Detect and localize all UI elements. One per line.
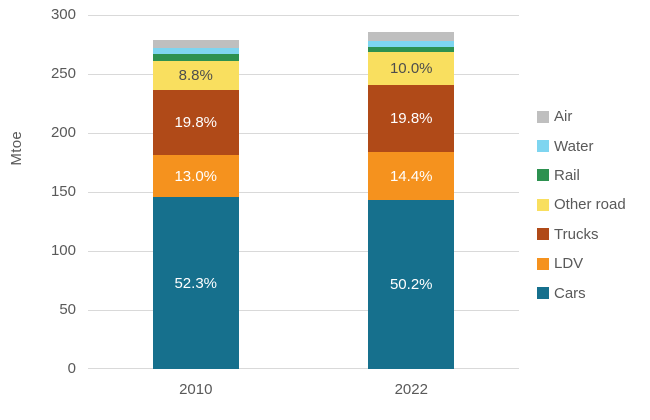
legend-item-air[interactable]: Air <box>537 102 626 131</box>
legend-label: Other road <box>554 196 626 214</box>
segment-percent-label: 10.0% <box>389 60 433 78</box>
y-tick-label-0: 0 <box>67 360 76 377</box>
bar-segment-trucks-2022[interactable]: 19.8% <box>368 85 455 152</box>
plot-area: 0 50 100 150 200 250 300 52.3% 13.0% 19.8% 8.8% 50.… <box>51 6 519 377</box>
legend-swatch-water <box>537 140 549 153</box>
legend-label: Cars <box>554 284 586 302</box>
bar-segment-other-road-2022[interactable]: 10.0% <box>368 51 455 86</box>
y-tick-label-100: 100 <box>50 242 76 259</box>
y-tick-label-200: 200 <box>50 124 76 141</box>
legend-item-ldv[interactable]: LDV <box>537 249 626 278</box>
y-tick-label-50: 50 <box>59 301 76 318</box>
gridline-50 <box>88 309 519 311</box>
bar-segment-water-2010[interactable] <box>152 47 239 55</box>
y-tick-label-250: 250 <box>50 65 76 82</box>
legend-swatch-air <box>537 110 549 123</box>
segment-percent-label: 52.3% <box>174 274 218 292</box>
bar-2010: 52.3% 13.0% 19.8% 8.8% <box>152 39 239 369</box>
legend-label: Trucks <box>554 225 599 243</box>
bar-segment-other-road-2010[interactable]: 8.8% <box>152 60 239 90</box>
x-axis-labels: 2010 2022 <box>88 381 519 401</box>
gridline-300 <box>88 14 519 16</box>
legend-swatch-other-road <box>537 198 549 211</box>
legend-label: Water <box>554 137 594 155</box>
legend-label: LDV <box>554 255 584 273</box>
segment-percent-label: 14.4% <box>389 167 433 185</box>
y-tick-label-300: 300 <box>50 6 76 23</box>
legend-item-other-road[interactable]: Other road <box>537 190 626 219</box>
gridline-200 <box>88 132 519 134</box>
gridline-150 <box>88 191 519 193</box>
legend-label: Rail <box>554 166 580 184</box>
bar-segment-ldv-2022[interactable]: 14.4% <box>368 151 455 201</box>
bar-segment-rail-2022[interactable] <box>368 46 455 52</box>
bar-segment-water-2022[interactable] <box>368 40 455 47</box>
y-axis-title: Mtoe <box>8 131 25 166</box>
x-tick-label-2010: 2010 <box>179 381 213 398</box>
gridline-100 <box>88 250 519 252</box>
legend-item-cars[interactable]: Cars <box>537 278 626 307</box>
legend: Air Water Rail Other road Trucks LDV Cars <box>537 102 626 308</box>
segment-percent-label: 19.8% <box>174 113 218 131</box>
bar-segment-air-2022[interactable] <box>368 32 455 41</box>
bar-segment-trucks-2010[interactable]: 19.8% <box>152 89 239 155</box>
bar-2022: 50.2% 14.4% 19.8% 10.0% <box>368 32 455 369</box>
segment-percent-label: 13.0% <box>174 167 218 185</box>
bar-segment-cars-2010[interactable]: 52.3% <box>152 197 239 369</box>
bar-segment-cars-2022[interactable]: 50.2% <box>368 200 455 369</box>
bar-segment-air-2010[interactable] <box>152 39 239 48</box>
segment-percent-label: 8.8% <box>178 66 213 84</box>
legend-swatch-cars <box>537 287 549 300</box>
legend-label: Air <box>554 108 573 126</box>
x-tick-label-2022: 2022 <box>394 381 428 398</box>
bar-segment-ldv-2010[interactable]: 13.0% <box>152 154 239 198</box>
y-tick-label-150: 150 <box>50 183 76 200</box>
legend-item-water[interactable]: Water <box>537 131 626 160</box>
gridline-250 <box>88 73 519 75</box>
segment-percent-label: 19.8% <box>389 110 433 128</box>
legend-item-trucks[interactable]: Trucks <box>537 220 626 249</box>
segment-percent-label: 50.2% <box>389 276 433 294</box>
legend-item-rail[interactable]: Rail <box>537 161 626 190</box>
gridline-0 <box>88 368 519 369</box>
legend-swatch-ldv <box>537 257 549 270</box>
bar-segment-rail-2010[interactable] <box>152 54 239 61</box>
legend-swatch-trucks <box>537 228 549 241</box>
legend-swatch-rail <box>537 169 549 182</box>
